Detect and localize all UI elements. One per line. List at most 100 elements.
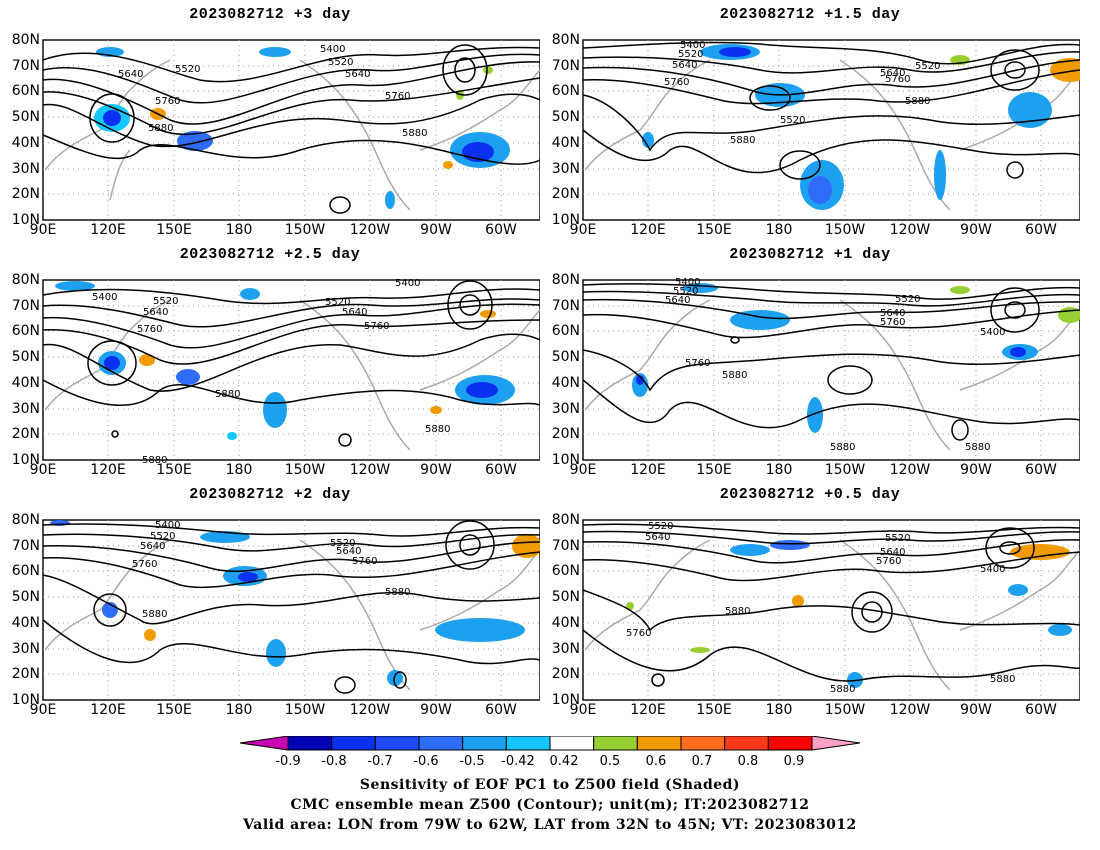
contour-label: 5880 bbox=[148, 123, 173, 134]
lon-tick: 120W bbox=[349, 462, 391, 478]
lon-tick: 90W bbox=[960, 462, 992, 478]
colorbar-label: 0.9 bbox=[783, 754, 805, 769]
lon-tick: 150E bbox=[156, 702, 192, 718]
lon-tick: 150W bbox=[824, 222, 866, 238]
lon-tick: 150W bbox=[284, 222, 326, 238]
map-plot: 5400 5520 5640 5520 5640 5760 5880 5760 … bbox=[42, 39, 540, 221]
lat-tick: 70N bbox=[551, 298, 580, 314]
lat-tick: 20N bbox=[551, 426, 580, 442]
contour-label: 5760 bbox=[664, 77, 689, 88]
contour-label: 5640 bbox=[345, 69, 370, 80]
contour-label: 5640 bbox=[665, 295, 690, 306]
lat-tick: 40N bbox=[551, 375, 580, 391]
colorbar-label: -0.7 bbox=[367, 754, 393, 769]
contour-label: 5880 bbox=[725, 606, 750, 617]
contour-label: 5880 bbox=[425, 424, 450, 435]
lon-tick: 90W bbox=[420, 462, 452, 478]
caption-line-1: Sensitivity of EOF PC1 to Z500 field (Sh… bbox=[359, 777, 741, 793]
contour-label: 5880 bbox=[990, 674, 1015, 685]
lat-tick: 70N bbox=[11, 58, 40, 74]
lon-tick: 60W bbox=[485, 222, 517, 238]
lat-tick: 10N bbox=[11, 212, 40, 228]
map-plot: 5400 5520 5640 5760 5640 5520 5760 5880 … bbox=[582, 39, 1080, 221]
contour-label: 5760 bbox=[155, 96, 180, 107]
lat-tick: 40N bbox=[551, 615, 580, 631]
lat-tick: 60N bbox=[11, 563, 40, 579]
contour-label: 5520 bbox=[678, 49, 703, 60]
contour-label: 5880 bbox=[142, 455, 167, 466]
contour-label: 5880 bbox=[385, 587, 410, 598]
contour-label: 5760 bbox=[876, 556, 901, 567]
colorbar-cell bbox=[636, 735, 682, 751]
contour-label: 5760 bbox=[885, 74, 910, 85]
contour-label: 5520 bbox=[150, 531, 175, 542]
caption-line-3: Valid area: LON from 79W to 62W, LAT fro… bbox=[243, 817, 857, 833]
lon-tick: 150W bbox=[824, 462, 866, 478]
contour-label: 5520 bbox=[673, 286, 698, 297]
contour-label: 5880 bbox=[965, 442, 990, 453]
map-plot: 5400 5520 5640 5520 5640 5760 5400 5760 … bbox=[582, 277, 1080, 461]
contour-label: 5520 bbox=[330, 538, 355, 549]
contour-label: 5400 bbox=[680, 40, 705, 51]
contour-label: 5640 bbox=[672, 60, 697, 71]
map-panel-plus1-5-day: 2023082712 +1.5 day bbox=[540, 0, 1080, 240]
contour-label: 5520 bbox=[895, 294, 920, 305]
lon-tick: 180 bbox=[765, 462, 793, 478]
lat-tick: 40N bbox=[551, 135, 580, 151]
lon-tick: 60W bbox=[485, 702, 517, 718]
lon-tick: 150W bbox=[824, 702, 866, 718]
contour-label: 5400 bbox=[980, 564, 1005, 575]
lon-tick: 180 bbox=[225, 462, 253, 478]
colorbar-cell bbox=[418, 735, 464, 751]
lat-tick: 30N bbox=[11, 401, 40, 417]
lon-tick: 120W bbox=[349, 222, 391, 238]
colorbar: -0.9 -0.8 -0.7 -0.6 -0.5 -0.42 0.42 0.5 … bbox=[239, 735, 861, 776]
map-panel-plus3-day: 2023082712 +3 day bbox=[0, 0, 540, 240]
contour-label: 5760 bbox=[364, 321, 389, 332]
lat-tick: 10N bbox=[551, 212, 580, 228]
lon-tick: 120E bbox=[630, 462, 666, 478]
colorbar-cell bbox=[767, 735, 813, 751]
colorbar-label: 0.7 bbox=[691, 754, 713, 769]
lon-tick: 120E bbox=[90, 462, 126, 478]
contour-label: 5520 bbox=[328, 57, 353, 68]
lat-tick: 60N bbox=[551, 323, 580, 339]
lon-tick: 90E bbox=[569, 462, 597, 478]
contour-label: 5760 bbox=[352, 556, 377, 567]
colorbar-label: 0.5 bbox=[599, 754, 621, 769]
lon-tick: 60W bbox=[485, 462, 517, 478]
colorbar-end-high bbox=[811, 735, 861, 751]
contour-label: 5760 bbox=[626, 628, 651, 639]
panel-title: 2023082712 +0.5 day bbox=[719, 486, 901, 503]
colorbar-cell bbox=[724, 735, 769, 751]
contour-label: 5400 bbox=[675, 277, 700, 288]
lat-tick: 70N bbox=[11, 298, 40, 314]
lon-tick: 120W bbox=[889, 702, 931, 718]
lat-tick: 40N bbox=[11, 375, 40, 391]
lon-tick: 180 bbox=[765, 702, 793, 718]
panel-title: 2023082712 +3 day bbox=[189, 6, 351, 23]
lon-tick: 150E bbox=[696, 222, 732, 238]
lat-tick: 10N bbox=[551, 692, 580, 708]
colorbar-label: 0.6 bbox=[645, 754, 667, 769]
lat-tick: 30N bbox=[11, 161, 40, 177]
map-panel-plus2-5-day: 2023082712 +2.5 day bbox=[0, 240, 540, 480]
contour-label: 5640 bbox=[336, 546, 361, 557]
lon-tick: 120W bbox=[889, 222, 931, 238]
contour-label: 5400 bbox=[395, 278, 420, 289]
caption-line-2: CMC ensemble mean Z500 (Contour); unit(m… bbox=[290, 797, 810, 813]
lat-tick: 50N bbox=[11, 109, 40, 125]
contour-label: 5640 bbox=[880, 547, 905, 558]
lat-tick: 80N bbox=[551, 32, 580, 48]
map-plot: 5520 5640 5520 5640 5760 5400 5880 5760 … bbox=[582, 519, 1080, 701]
contour-label: 5880 bbox=[215, 389, 240, 400]
lon-tick: 90E bbox=[29, 462, 57, 478]
lon-tick: 90W bbox=[420, 702, 452, 718]
contour-label: 5640 bbox=[143, 307, 168, 318]
lon-tick: 120W bbox=[349, 702, 391, 718]
lat-tick: 50N bbox=[551, 589, 580, 605]
lon-tick: 90E bbox=[29, 702, 57, 718]
colorbar-cell bbox=[331, 735, 376, 751]
colorbar-label: -0.42 bbox=[501, 754, 535, 769]
colorbar-label: 0.42 bbox=[549, 754, 579, 769]
